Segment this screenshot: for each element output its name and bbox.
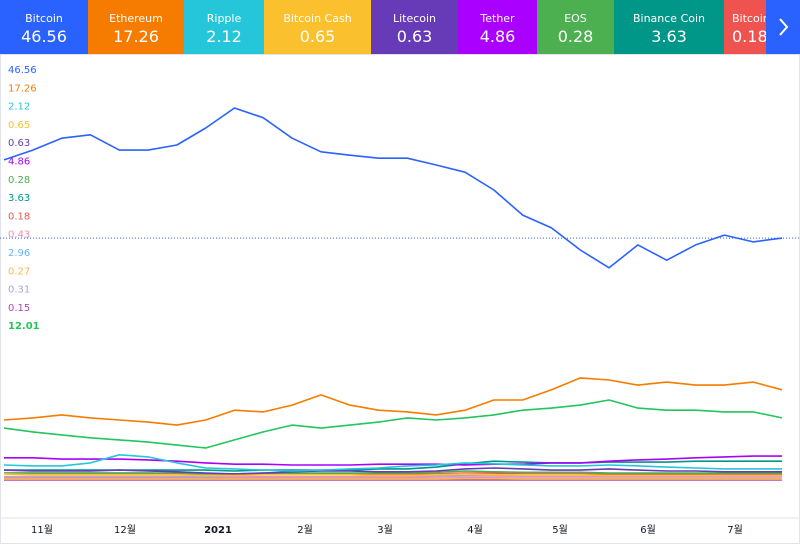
last-value-label: 46.56 xyxy=(8,65,37,76)
coin-tab[interactable]: Ethereum 17.26 xyxy=(88,0,184,54)
coin-tab[interactable]: Bitcoin Cash 0.65 xyxy=(264,0,371,54)
x-tick-label: 2021 xyxy=(204,525,232,536)
tab-name: Binance Coin xyxy=(632,12,706,25)
last-value-label: 12.01 xyxy=(8,321,40,332)
series-line xyxy=(4,455,782,466)
last-value-label: 17.26 xyxy=(8,83,37,94)
coin-tab[interactable]: Ripple 2.12 xyxy=(184,0,264,54)
series-line xyxy=(3,377,783,426)
coin-tab[interactable]: Tether 4.86 xyxy=(458,0,537,54)
x-tick-label: 3월 xyxy=(377,524,393,536)
tab-bar: Bitcoin 46.56 Ethereum 17.26 Ripple 2.12 Bitco… xyxy=(0,0,800,54)
last-value-label: 0.27 xyxy=(8,266,30,277)
tab-name: Tether xyxy=(480,12,515,25)
last-value-label: 3.63 xyxy=(8,193,30,204)
last-value-label: 0.18 xyxy=(8,211,30,222)
tab-name: Litecoin xyxy=(392,12,437,25)
tab-name: Bitcoin SV xyxy=(732,12,766,25)
tab-value: 0.63 xyxy=(396,27,433,46)
tab-name: Bitcoin Cash xyxy=(283,12,352,25)
x-tick-label: 12월 xyxy=(114,524,136,536)
series-line xyxy=(3,107,783,269)
arrow-icon xyxy=(779,18,789,36)
coin-tab[interactable]: Binance Coin 3.63 xyxy=(614,0,724,54)
tab-value: 0.65 xyxy=(299,27,336,46)
last-value-label: 2.96 xyxy=(8,248,30,259)
x-tick-label: 5월 xyxy=(552,524,568,536)
last-value-label: 0.65 xyxy=(8,120,30,131)
last-value-label: 0.28 xyxy=(8,175,30,186)
last-value-label: 0.31 xyxy=(8,285,30,296)
tab-value: 4.86 xyxy=(479,27,516,46)
series-line xyxy=(3,454,782,472)
last-value-label: 0.43 xyxy=(8,230,30,241)
coin-tab[interactable]: Litecoin 0.63 xyxy=(371,0,458,54)
tab-value: 17.26 xyxy=(113,27,159,46)
last-value-label: 0.15 xyxy=(8,303,30,314)
x-tick-label: 4월 xyxy=(467,524,483,536)
coin-tab[interactable]: Bitcoin 46.56 xyxy=(0,0,88,54)
tab-value: 2.12 xyxy=(206,27,242,46)
last-value-label: 2.12 xyxy=(8,102,30,113)
x-tick-label: 2월 xyxy=(297,524,313,536)
x-tick-label: 7월 xyxy=(727,524,743,536)
tab-name: Ripple xyxy=(206,12,242,25)
series-line xyxy=(4,475,782,478)
x-tick-label: 11월 xyxy=(31,524,53,536)
tab-value: 0.18 xyxy=(732,27,766,46)
tab-value: 0.28 xyxy=(557,27,594,46)
series-line xyxy=(4,470,782,475)
tab-value: 46.56 xyxy=(21,27,67,46)
chart: 46.56 17.26 2.12 0.65 0.63 4.86 0.28 3.63 0.18 0.… xyxy=(0,54,800,544)
series-line xyxy=(4,477,782,480)
tab-name: Ethereum xyxy=(109,12,163,25)
series-line xyxy=(3,473,782,477)
coin-tab[interactable]: Bitcoin SV 0.18 xyxy=(724,0,766,54)
tab-value: 3.63 xyxy=(651,27,687,46)
coin-tab[interactable]: EOS 0.28 xyxy=(537,0,614,54)
last-value-label: 0.63 xyxy=(8,138,30,149)
next-button[interactable] xyxy=(766,0,800,54)
tab-name: EOS xyxy=(564,12,587,25)
series-line xyxy=(3,399,783,449)
x-tick-label: 6월 xyxy=(640,524,656,536)
tab-name: Bitcoin xyxy=(25,12,63,25)
last-value-label: 4.86 xyxy=(8,157,30,168)
series-line xyxy=(3,467,782,475)
